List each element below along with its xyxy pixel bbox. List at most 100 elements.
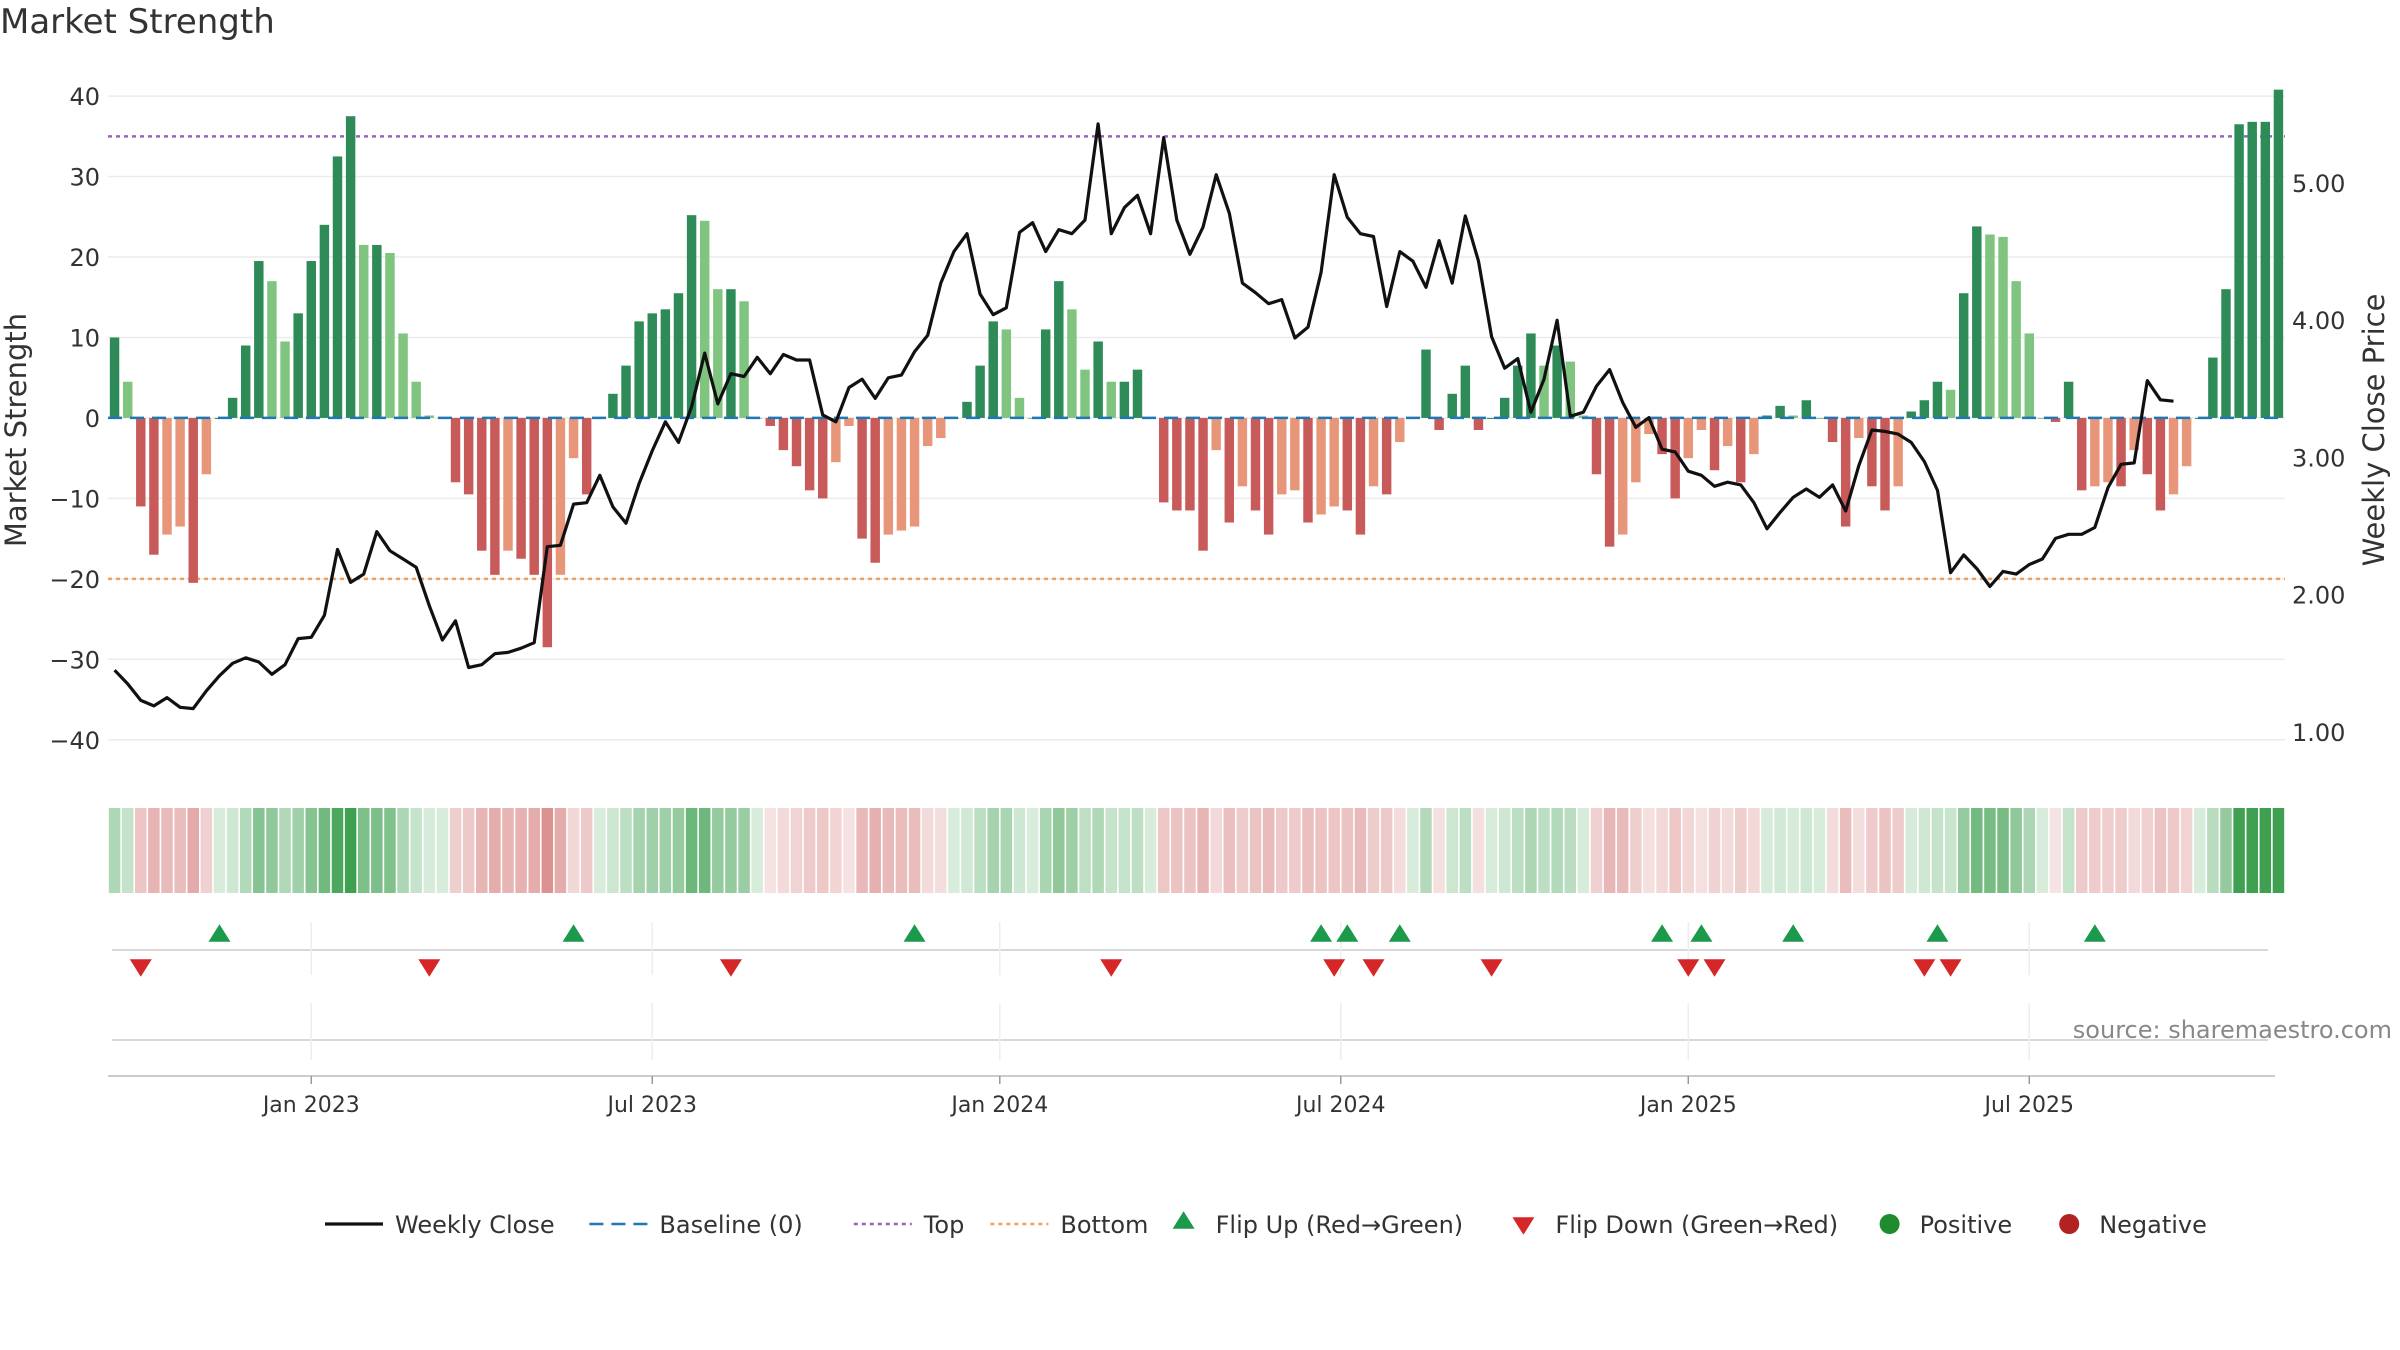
strength-bar: [2024, 333, 2034, 418]
strength-bar: [791, 417, 802, 467]
legend-negative-swatch: [2059, 1214, 2080, 1234]
heat-strip-cell: [528, 808, 540, 893]
strength-bar: [1211, 417, 1221, 451]
heat-strip-cell: [410, 808, 422, 893]
strength-bar: [280, 341, 290, 418]
heat-strip-cell: [1761, 808, 1773, 893]
strength-bar: [332, 156, 343, 418]
flip-up-marker: [1651, 924, 1674, 942]
strength-bar: [581, 417, 592, 495]
flip-up-marker: [1690, 924, 1713, 942]
strength-bar: [1631, 417, 1641, 483]
heat-strip-cell: [397, 808, 409, 893]
strength-bar: [1565, 361, 1575, 418]
y-left-tick-label: −10: [49, 485, 100, 513]
heat-strip-cell: [1734, 808, 1747, 893]
y-right-tick-label: 2.00: [2292, 582, 2345, 610]
strength-bar: [1342, 417, 1353, 511]
heat-strip-cell: [751, 808, 763, 893]
strength-bar: [136, 417, 146, 507]
x-tick-label: Jan 2023: [261, 1093, 360, 1118]
strength-bar: [1945, 389, 1956, 418]
heat-strip-cell: [1551, 808, 1563, 893]
strength-bar: [516, 417, 526, 559]
heat-strip-cell: [1866, 808, 1878, 893]
strength-bar: [1840, 417, 1851, 527]
heat-strip-cell: [148, 808, 160, 893]
flip-down-marker: [1939, 959, 1962, 977]
heat-strip-cell: [738, 808, 750, 893]
strength-bar: [2247, 121, 2257, 418]
strength-bar: [1499, 397, 1510, 418]
flip-down-marker: [1323, 959, 1346, 977]
strength-bar: [804, 417, 815, 491]
strength-bar: [1368, 417, 1379, 487]
heat-strip-cell: [292, 808, 304, 893]
strength-bar: [1158, 417, 1169, 503]
strength-bar: [1447, 393, 1457, 418]
flip-up-marker: [208, 924, 231, 942]
heat-strip-cell: [213, 808, 226, 893]
legend-weekly-close-label: Weekly Close: [395, 1211, 555, 1239]
strength-bar: [149, 417, 159, 555]
heat-strip-cell: [869, 808, 881, 893]
heat-strip-cell: [1184, 808, 1196, 893]
legend-positive-swatch: [1879, 1214, 1900, 1234]
strength-bar: [1854, 417, 1864, 439]
strength-bar: [2103, 417, 2113, 483]
heat-strip-cell: [948, 808, 960, 893]
heat-strip-cell: [541, 808, 554, 893]
strength-bar: [2090, 417, 2100, 487]
heat-strip-cell: [1000, 808, 1013, 893]
heat-strip-cell: [659, 808, 672, 893]
strength-bar: [188, 417, 198, 583]
heat-strip-cell: [1826, 808, 1839, 893]
heat-strip-cell: [1367, 808, 1380, 893]
heat-strip-cell: [108, 808, 121, 893]
strength-bar: [726, 289, 736, 418]
flip-down-marker: [418, 959, 441, 977]
strength-bar: [621, 365, 631, 418]
heat-strip-cell: [1328, 808, 1340, 893]
heat-strip-cell: [620, 808, 632, 893]
heat-strip-cell: [580, 808, 593, 893]
x-tick-label: Jul 2025: [1983, 1093, 2075, 1118]
flip-down-marker: [1703, 959, 1726, 977]
strength-bar: [1355, 417, 1366, 535]
heat-strip-cell: [1013, 808, 1026, 893]
heat-strip-cell: [908, 808, 921, 893]
strength-bar: [2129, 417, 2139, 451]
strength-bar: [1998, 236, 2008, 418]
heat-strip-cell: [1918, 808, 1931, 893]
heat-strip-cell: [1813, 808, 1826, 893]
strength-bar: [1591, 417, 1602, 475]
heat-strip-cell: [161, 808, 173, 893]
heat-strip-cell: [226, 808, 239, 893]
strength-bar: [293, 313, 303, 418]
heat-strip-cell: [174, 808, 186, 893]
flip-down-marker: [1480, 959, 1503, 977]
strength-bar: [411, 381, 421, 418]
heat-strip-cell: [1171, 808, 1183, 893]
strength-bar: [2037, 417, 2048, 419]
heat-strip-cell: [554, 808, 567, 893]
strength-bar: [1303, 417, 1313, 523]
strength-bar: [1040, 329, 1051, 418]
heat-strip-cell: [2102, 808, 2114, 893]
strength-bar: [739, 301, 749, 418]
strength-bar: [1972, 226, 1982, 418]
heat-strip-cell: [803, 808, 816, 893]
flip-down-marker: [1913, 959, 1936, 977]
strength-bar: [922, 417, 933, 447]
heat-strip-cell: [816, 808, 829, 893]
flip-up-marker: [1782, 924, 1805, 942]
strength-bar: [1172, 417, 1182, 511]
heat-strip-cell: [1092, 808, 1104, 893]
heat-strip-cell: [1262, 808, 1275, 893]
strength-bar: [1736, 417, 1746, 483]
heat-strip-cell: [1630, 808, 1642, 893]
heat-strip-cell: [1512, 808, 1524, 893]
strength-bar: [1290, 417, 1300, 491]
flip-up-marker: [1926, 924, 1949, 942]
strength-bar: [2077, 417, 2087, 491]
